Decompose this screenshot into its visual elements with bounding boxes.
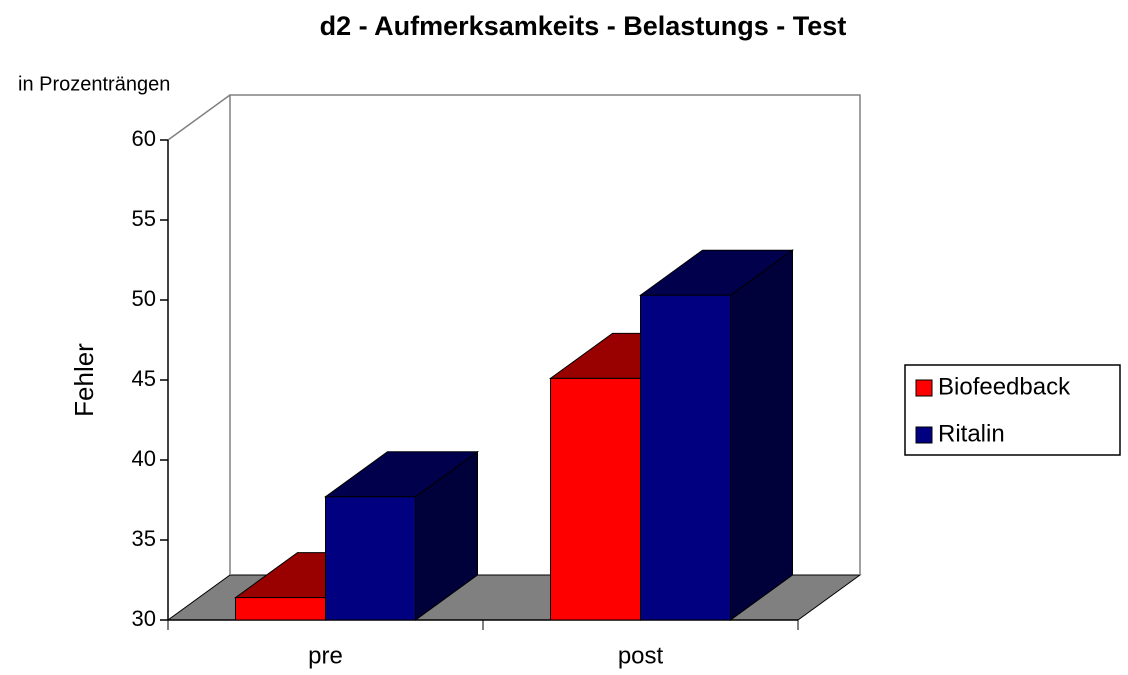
y-tick-label: 40 — [132, 446, 156, 471]
legend-swatch — [915, 426, 933, 444]
bar — [235, 597, 326, 621]
y-tick-label: 35 — [132, 526, 156, 551]
wall-edge — [167, 94, 231, 141]
annotation: in Prozenträngen — [18, 73, 170, 95]
bar — [325, 496, 416, 621]
legend-swatch — [915, 379, 933, 397]
y-tick-label: 55 — [132, 206, 156, 231]
y-tick-label: 30 — [132, 606, 156, 631]
x-tick-label: post — [618, 642, 664, 669]
legend-label: Ritalin — [938, 420, 1005, 447]
legend-label: Biofeedback — [938, 373, 1071, 400]
y-axis-label: Fehler — [69, 343, 99, 417]
bar-side — [730, 249, 793, 621]
back-wall — [229, 94, 861, 575]
bar — [640, 294, 731, 621]
x-tick-label: pre — [308, 642, 343, 669]
legend — [904, 364, 1121, 456]
y-tick-label: 60 — [132, 126, 156, 151]
bar — [550, 377, 641, 621]
y-tick-label: 50 — [132, 286, 156, 311]
y-tick-label: 45 — [132, 366, 156, 391]
chart-title: d2 - Aufmerksamkeits - Belastungs - Test — [320, 11, 847, 41]
